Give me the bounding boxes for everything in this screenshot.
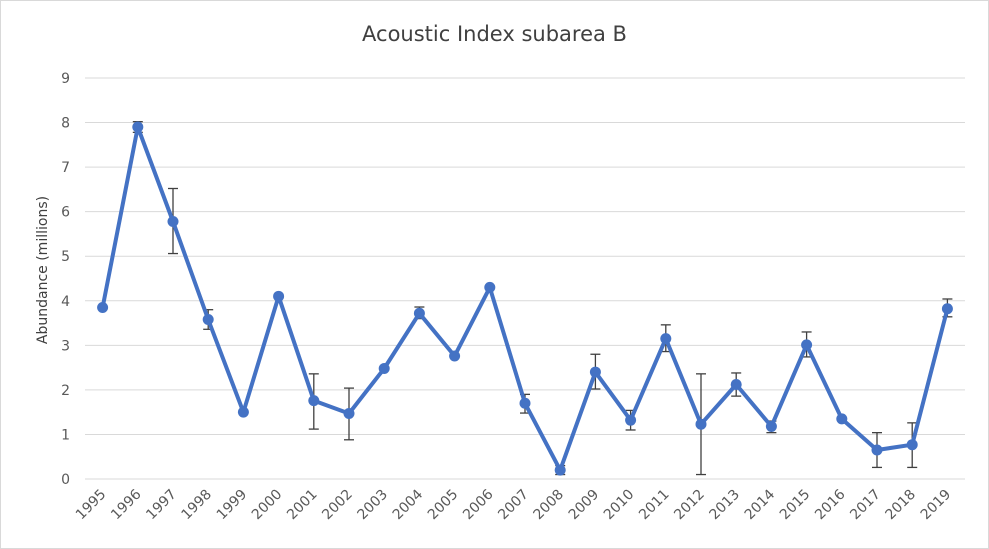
y-tick-label: 9 [61, 71, 70, 87]
x-tick-label: 2019 [918, 487, 955, 524]
data-point [167, 215, 179, 227]
data-point [801, 339, 813, 351]
x-tick-label: 2006 [460, 486, 497, 523]
y-tick-label: 7 [61, 160, 70, 176]
data-point [308, 395, 320, 407]
y-tick-label: 2 [61, 383, 70, 399]
data-point [484, 281, 496, 293]
y-tick-label: 5 [61, 249, 70, 265]
y-tick-label: 6 [61, 205, 70, 221]
chart-title: Acoustic Index subarea B [362, 22, 627, 46]
data-point [589, 366, 601, 378]
x-tick-label: 2007 [495, 487, 532, 524]
data-point [695, 418, 707, 430]
data-point [132, 121, 144, 133]
x-tick-label: 2010 [601, 487, 638, 524]
x-tick-label: 1999 [214, 487, 251, 524]
data-point [343, 408, 355, 420]
data-point [765, 420, 777, 432]
x-tick-label: 2015 [777, 487, 814, 524]
x-tick-label: 2003 [355, 487, 392, 524]
data-point [519, 397, 531, 409]
y-tick-label: 4 [61, 294, 70, 310]
x-tick-label: 1998 [179, 487, 216, 524]
x-tick-label: 2002 [319, 487, 356, 524]
x-tick-label: 2000 [249, 487, 286, 524]
x-tick-label: 2013 [707, 487, 744, 524]
data-point [378, 363, 390, 375]
data-point [730, 379, 742, 391]
data-point [273, 290, 285, 302]
y-tick-label: 1 [61, 427, 70, 443]
data-point [871, 444, 883, 456]
data-point [836, 413, 848, 425]
data-point [202, 313, 214, 325]
x-tick-label: 1997 [143, 487, 180, 524]
series-line [100, 125, 950, 473]
x-tick-label: 1995 [73, 487, 110, 524]
x-tick-label: 2011 [636, 487, 673, 524]
x-tick-label: 2018 [883, 487, 920, 524]
data-point [941, 303, 953, 315]
data-point [660, 333, 672, 345]
data-point [906, 439, 918, 451]
data-point [97, 301, 109, 313]
x-tick-label: 2004 [390, 486, 427, 523]
x-tick-label: 2008 [531, 487, 568, 524]
x-tick-label: 2017 [847, 487, 884, 524]
x-tick-label: 2009 [566, 487, 603, 524]
data-point [237, 406, 249, 418]
data-point [554, 464, 566, 476]
x-tick-label: 1996 [108, 486, 145, 523]
data-point [625, 414, 637, 426]
data-point [449, 350, 461, 362]
x-tick-label: 2001 [284, 487, 321, 524]
y-tick-label: 3 [61, 338, 70, 354]
y-tick-label: 0 [61, 472, 70, 488]
x-tick-label: 2014 [742, 486, 779, 523]
x-tick-label: 2012 [671, 487, 708, 524]
y-tick-label: 8 [61, 116, 70, 132]
x-tick-label: 2005 [425, 487, 462, 524]
x-tick-label: 2016 [812, 486, 849, 523]
data-point [413, 307, 425, 319]
